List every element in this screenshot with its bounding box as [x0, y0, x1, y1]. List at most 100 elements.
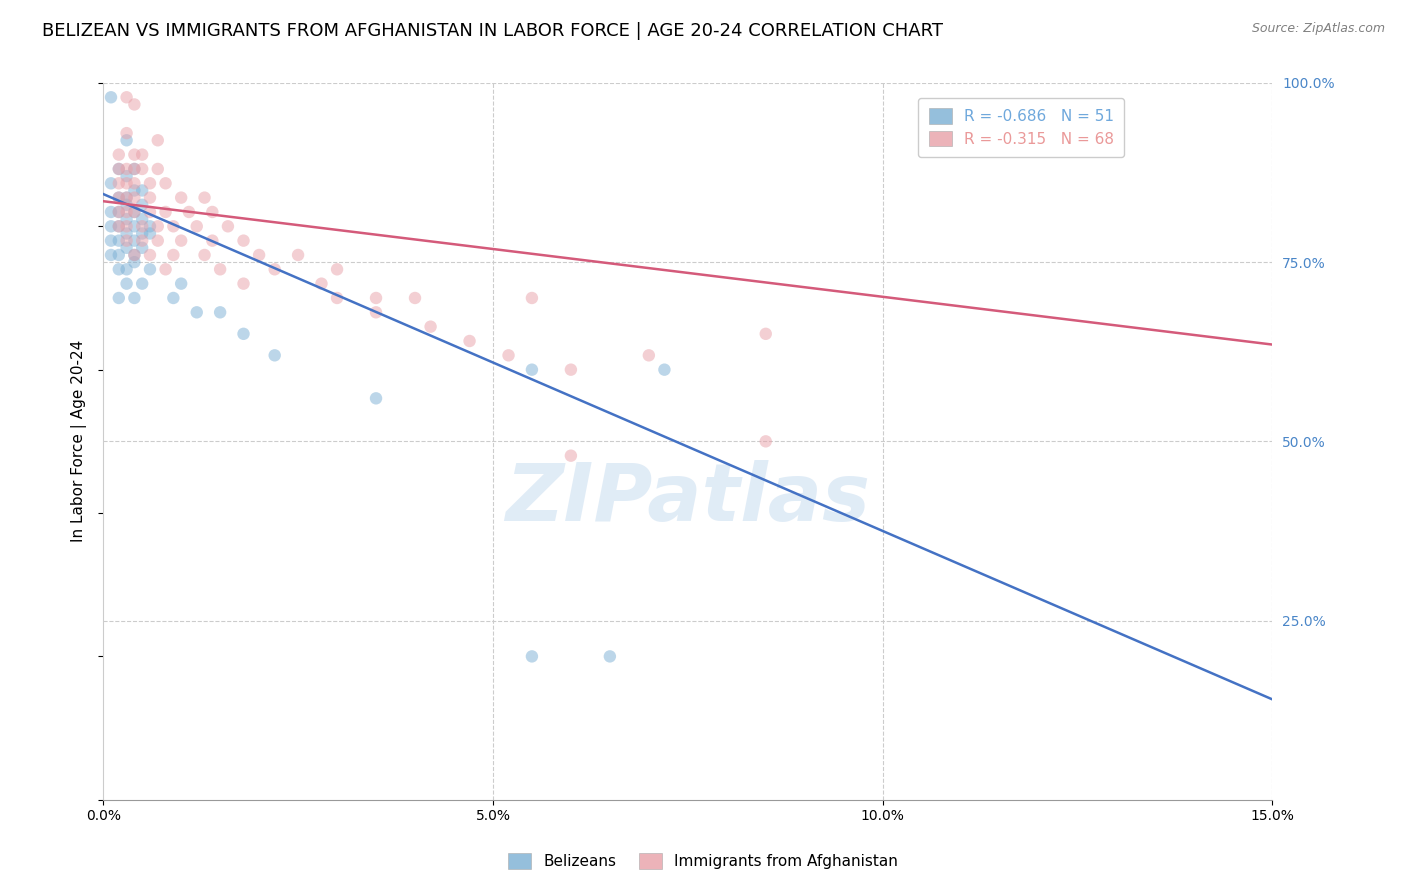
Point — [520, 291, 543, 305]
Point — [124, 291, 146, 305]
Point — [193, 248, 215, 262]
Point — [115, 191, 138, 205]
Point — [419, 319, 441, 334]
Point — [131, 184, 153, 198]
Point — [364, 392, 387, 406]
Point — [162, 291, 184, 305]
Point — [146, 234, 169, 248]
Point — [107, 205, 129, 219]
Point — [107, 176, 129, 190]
Point — [520, 362, 543, 376]
Point — [232, 277, 254, 291]
Point — [100, 248, 122, 262]
Point — [124, 248, 146, 262]
Point — [115, 133, 138, 147]
Point — [115, 234, 138, 248]
Point — [186, 305, 208, 319]
Point — [755, 326, 778, 341]
Point — [131, 241, 153, 255]
Point — [107, 219, 129, 234]
Point — [115, 161, 138, 176]
Point — [124, 161, 146, 176]
Point — [637, 348, 659, 362]
Point — [364, 291, 387, 305]
Point — [115, 277, 138, 291]
Point — [100, 219, 122, 234]
Point — [654, 362, 676, 376]
Point — [115, 227, 138, 241]
Point — [193, 191, 215, 205]
Point — [560, 362, 582, 376]
Point — [115, 262, 138, 277]
Point — [115, 126, 138, 140]
Point — [107, 161, 129, 176]
Point — [326, 262, 349, 277]
Point — [498, 348, 520, 362]
Y-axis label: In Labor Force | Age 20-24: In Labor Force | Age 20-24 — [72, 340, 87, 542]
Point — [139, 191, 162, 205]
Point — [115, 219, 138, 234]
Point — [458, 334, 481, 348]
Point — [100, 234, 122, 248]
Point — [107, 291, 129, 305]
Point — [131, 277, 153, 291]
Point — [599, 649, 621, 664]
Point — [100, 90, 122, 104]
Point — [107, 191, 129, 205]
Point — [115, 198, 138, 212]
Point — [177, 205, 200, 219]
Point — [520, 649, 543, 664]
Point — [115, 90, 138, 104]
Point — [209, 262, 232, 277]
Point — [263, 348, 285, 362]
Point — [139, 176, 162, 190]
Point — [107, 205, 129, 219]
Point — [107, 219, 129, 234]
Point — [115, 212, 138, 227]
Point — [107, 147, 129, 161]
Point — [139, 219, 162, 234]
Point — [131, 212, 153, 227]
Point — [146, 219, 169, 234]
Point — [115, 241, 138, 255]
Point — [155, 262, 177, 277]
Point — [155, 205, 177, 219]
Point — [115, 176, 138, 190]
Point — [311, 277, 333, 291]
Text: BELIZEAN VS IMMIGRANTS FROM AFGHANISTAN IN LABOR FORCE | AGE 20-24 CORRELATION C: BELIZEAN VS IMMIGRANTS FROM AFGHANISTAN … — [42, 22, 943, 40]
Point — [404, 291, 426, 305]
Point — [124, 219, 146, 234]
Point — [115, 169, 138, 183]
Legend: R = -0.686   N = 51, R = -0.315   N = 68: R = -0.686 N = 51, R = -0.315 N = 68 — [918, 98, 1125, 157]
Point — [170, 277, 193, 291]
Point — [247, 248, 270, 262]
Point — [131, 219, 153, 234]
Point — [107, 262, 129, 277]
Point — [131, 161, 153, 176]
Point — [124, 255, 146, 269]
Legend: Belizeans, Immigrants from Afghanistan: Belizeans, Immigrants from Afghanistan — [502, 847, 904, 875]
Point — [100, 205, 122, 219]
Point — [131, 147, 153, 161]
Point — [107, 161, 129, 176]
Point — [124, 191, 146, 205]
Point — [124, 147, 146, 161]
Point — [146, 161, 169, 176]
Point — [232, 326, 254, 341]
Point — [560, 449, 582, 463]
Point — [217, 219, 239, 234]
Point — [124, 184, 146, 198]
Point — [131, 234, 153, 248]
Point — [201, 205, 224, 219]
Point — [115, 205, 138, 219]
Point — [326, 291, 349, 305]
Point — [146, 133, 169, 147]
Point — [107, 248, 129, 262]
Point — [755, 434, 778, 449]
Point — [263, 262, 285, 277]
Point — [364, 305, 387, 319]
Point — [124, 97, 146, 112]
Point — [139, 262, 162, 277]
Point — [115, 191, 138, 205]
Point — [131, 227, 153, 241]
